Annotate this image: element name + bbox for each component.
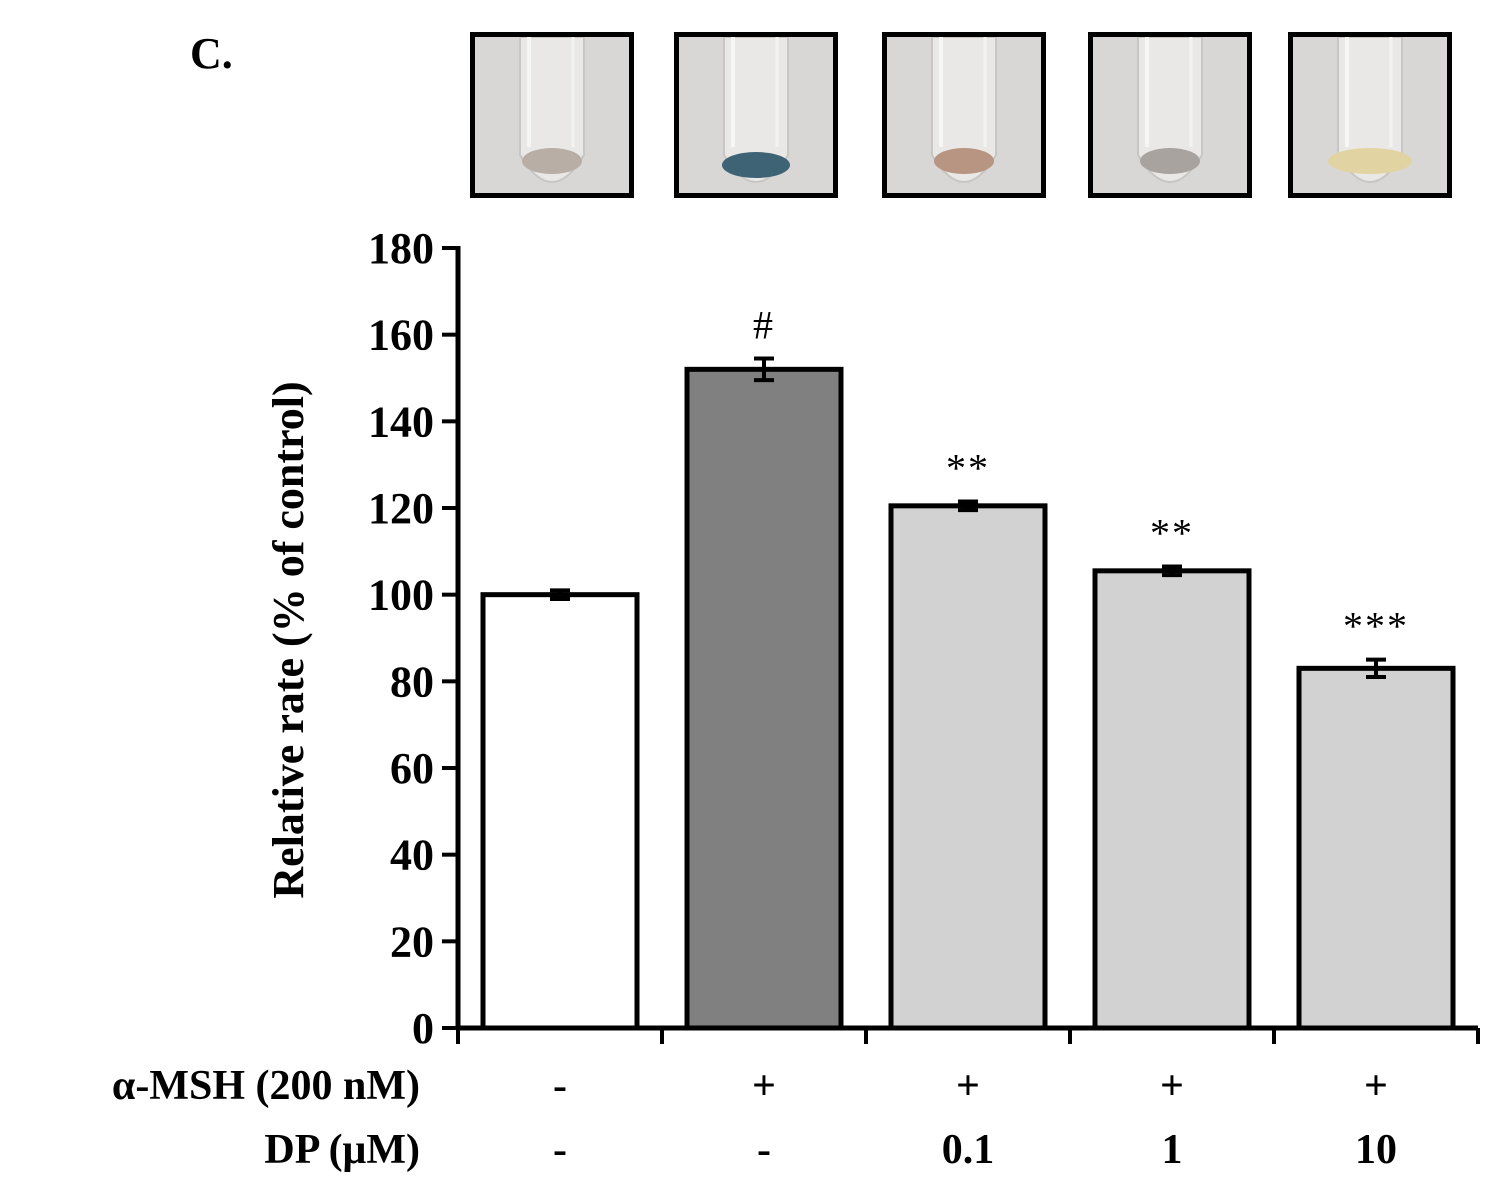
row-0-value-4: +: [1364, 1063, 1388, 1109]
significance-4: ***: [1343, 604, 1409, 649]
row-0-value-1: +: [752, 1063, 776, 1109]
y-tick-label-120: 120: [368, 484, 434, 533]
tube-image-dp-0.1: [882, 32, 1046, 198]
row-1-value-3: 1: [1161, 1127, 1183, 1173]
significance-3: **: [1150, 511, 1194, 556]
y-tick-label-60: 60: [390, 744, 434, 793]
bar-2: [888, 503, 1048, 1031]
y-axis-title: Relative rate (% of control): [264, 381, 313, 898]
y-tick-label-140: 140: [368, 397, 434, 446]
significance-2: **: [946, 446, 990, 491]
y-tick-label-0: 0: [412, 1004, 434, 1053]
y-tick-label-180: 180: [368, 224, 434, 273]
row-0-value-3: +: [1160, 1063, 1184, 1109]
y-tick-label-80: 80: [390, 657, 434, 706]
tube-image-dp-1: [1088, 32, 1252, 198]
row-1-value-4: 10: [1355, 1127, 1397, 1173]
tube-image-dp-10: [1288, 32, 1452, 198]
significance-1: #: [753, 303, 775, 348]
tube-image-alpha-msh: [674, 32, 838, 198]
bar-0: [480, 592, 640, 1031]
y-tick-label-160: 160: [368, 311, 434, 360]
bar-3: [1092, 568, 1252, 1031]
row-label-0: α-MSH (200 nM): [111, 1063, 420, 1109]
row-0-value-0: -: [553, 1063, 567, 1109]
panel-label: C.: [190, 29, 233, 78]
row-0-value-2: +: [956, 1063, 980, 1109]
row-1-value-2: 0.1: [941, 1127, 995, 1173]
y-tick-label-20: 20: [390, 917, 434, 966]
row-label-1: DP (μM): [264, 1127, 420, 1173]
bar-4: [1296, 665, 1456, 1031]
y-tick-label-40: 40: [390, 831, 434, 880]
tube-image-control: [470, 32, 634, 198]
row-1-value-0: -: [553, 1127, 567, 1173]
row-1-value-1: -: [757, 1127, 771, 1173]
bar-1: [684, 366, 844, 1031]
y-tick-label-100: 100: [368, 571, 434, 620]
